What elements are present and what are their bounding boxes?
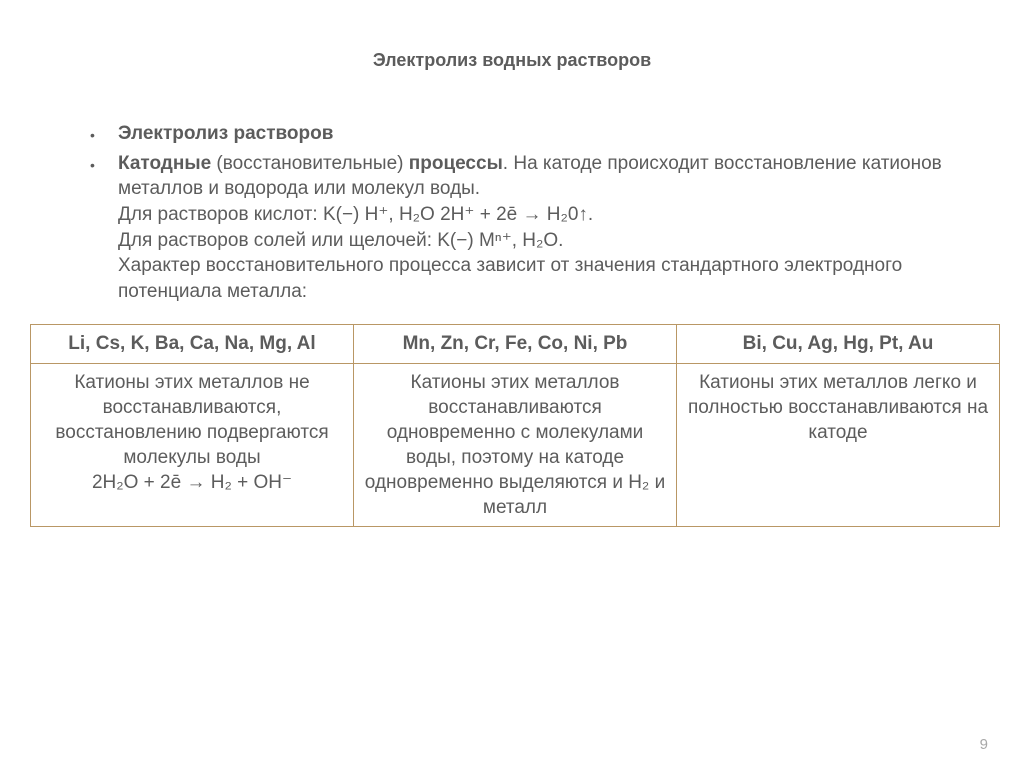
bullet-dot-icon: • [90,121,118,147]
slide-page: Электролиз водных растворов • Электролиз… [0,0,1024,767]
bullet-list: • Электролиз растворов • Катодные (восст… [30,121,994,304]
bullet-2-text: Катодные (восстановительные) процессы. Н… [118,151,964,305]
cell1-eq: 2H₂O + 2ē → H₂ + OH⁻ [92,472,292,493]
bullet-1-text: Электролиз растворов [118,121,333,147]
metals-table: Li, Cs, K, Ba, Ca, Na, Mg, Al Mn, Zn, Cr… [30,324,1000,527]
table-row: Катионы этих металлов не восстанавливают… [31,363,1000,526]
cell1-text: Катионы этих металлов не восстанавливают… [55,372,328,468]
header-group-3: Bi, Cu, Ag, Hg, Pt, Au [677,325,1000,363]
cell-group-3: Катионы этих металлов легко и полностью … [677,363,1000,526]
bullet-1: • Электролиз растворов [90,121,964,147]
header-group-1: Li, Cs, K, Ba, Ca, Na, Mg, Al [31,325,354,363]
header-group-2: Mn, Zn, Cr, Fe, Co, Ni, Pb [354,325,677,363]
b2-line-b: Для растворов кислот: K(−) H⁺, H₂O 2H⁺ +… [118,204,593,225]
table-header-row: Li, Cs, K, Ba, Ca, Na, Mg, Al Mn, Zn, Cr… [31,325,1000,363]
bullet-dot-icon: • [90,151,118,305]
b2-post: процессы [409,153,503,174]
bullet-2: • Катодные (восстановительные) процессы.… [90,151,964,305]
page-number: 9 [980,736,988,753]
cell-group-1: Катионы этих металлов не восстанавливают… [31,363,354,526]
b2-pre: Катодные [118,153,211,174]
b2-line-c: Для растворов солей или щелочей: K(−) Mⁿ… [118,230,563,251]
cell-group-2: Катионы этих металлов восстанавливаются … [354,363,677,526]
b2-mid: (восстановительные) [211,153,409,174]
b2-line-d: Характер восстановительного процесса зав… [118,255,902,302]
page-title: Электролиз водных растворов [30,50,994,71]
